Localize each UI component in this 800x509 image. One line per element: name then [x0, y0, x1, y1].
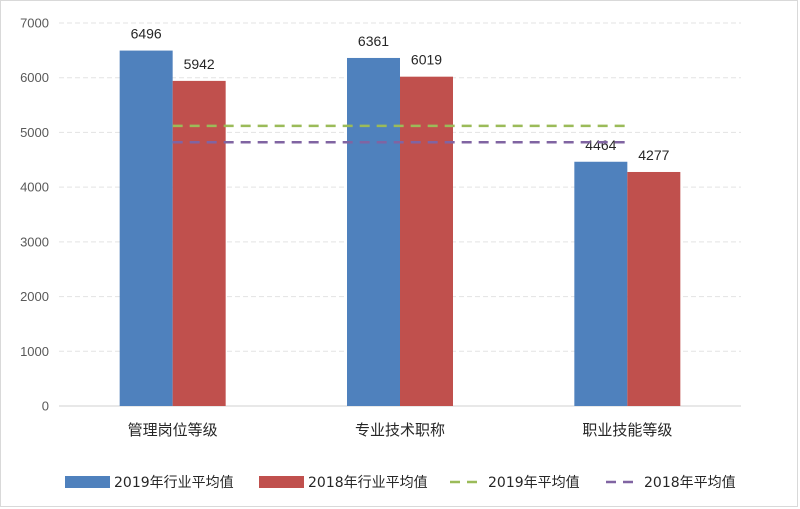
y-tick-label: 7000 — [20, 16, 49, 31]
y-tick-label: 2000 — [20, 289, 49, 304]
bar — [347, 57, 400, 406]
bar — [119, 50, 173, 407]
data-label: 4277 — [638, 147, 669, 163]
legend-label: 2018年行业平均值 — [308, 475, 428, 491]
legend-label: 2019年平均值 — [488, 475, 580, 491]
legend-swatch — [259, 476, 304, 488]
y-tick-label: 1000 — [20, 344, 49, 359]
y-tick-label: 4000 — [20, 180, 49, 195]
y-tick-label: 0 — [42, 399, 49, 414]
y-tick-label: 3000 — [20, 234, 49, 249]
x-tick-label: 专业技术职称 — [355, 421, 445, 439]
data-label: 6019 — [411, 52, 442, 68]
data-label: 4464 — [585, 137, 616, 153]
x-tick-label: 职业技能等级 — [582, 421, 672, 439]
data-label: 6496 — [131, 26, 162, 42]
bar — [574, 161, 628, 406]
data-label: 5942 — [184, 56, 215, 72]
bar — [172, 80, 226, 407]
legend-label: 2018年平均值 — [644, 475, 736, 491]
bar — [627, 171, 681, 406]
y-tick-label: 6000 — [20, 70, 49, 85]
y-tick-label: 5000 — [20, 125, 49, 140]
legend-label: 2019年行业平均值 — [114, 475, 234, 491]
data-label: 6361 — [358, 33, 389, 49]
bar — [400, 76, 453, 406]
legend-swatch — [65, 476, 110, 488]
x-tick-label: 管理岗位等级 — [128, 421, 218, 439]
